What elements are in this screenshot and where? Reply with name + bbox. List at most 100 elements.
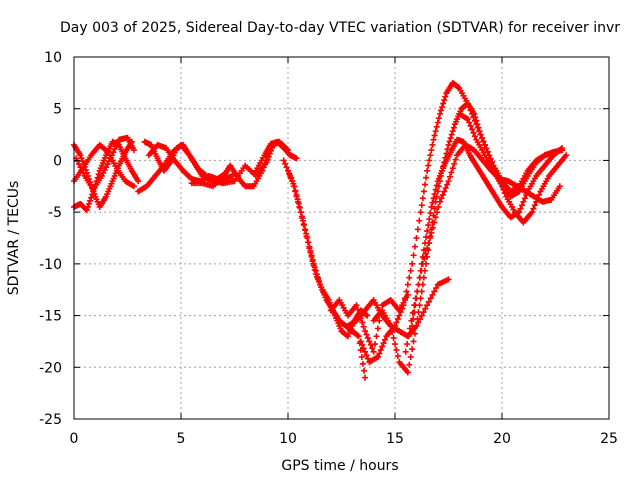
data-point-interp bbox=[429, 199, 436, 206]
data-point bbox=[445, 276, 452, 283]
data-point-interp bbox=[422, 250, 429, 257]
data-point-interp bbox=[306, 243, 313, 250]
data-point-interp bbox=[479, 135, 486, 142]
data-point bbox=[362, 328, 369, 335]
data-point-interp bbox=[450, 124, 457, 131]
data-point-interp bbox=[294, 196, 301, 203]
x-axis: 0 5 10 15 20 25 bbox=[70, 57, 618, 447]
y-tick-label: -15 bbox=[39, 309, 62, 325]
data-point-interp bbox=[473, 117, 480, 124]
data-point-interp bbox=[438, 107, 445, 114]
plot-frame bbox=[73, 56, 610, 420]
data-point bbox=[516, 209, 523, 216]
y-axis: -25 -20 -15 -10 -5 0 5 10 bbox=[39, 50, 609, 428]
data-point-interp bbox=[421, 255, 428, 262]
data-point-interp bbox=[433, 182, 440, 189]
data-point bbox=[400, 302, 407, 309]
data-point-interp bbox=[416, 274, 423, 281]
data-point-interp bbox=[441, 97, 448, 104]
data-point-interp bbox=[389, 328, 396, 335]
data-point-interp bbox=[431, 132, 438, 139]
data-point-interp bbox=[360, 345, 367, 352]
data-point-interp bbox=[393, 319, 400, 326]
data-point-interp bbox=[362, 348, 369, 355]
data-point-interp bbox=[407, 353, 414, 360]
data-point-interp bbox=[476, 128, 483, 135]
data-point-interp bbox=[292, 187, 299, 194]
data-point-interp bbox=[484, 148, 491, 155]
data-point bbox=[310, 260, 317, 267]
data-point-interp bbox=[359, 341, 366, 348]
data-point-interp bbox=[369, 345, 376, 352]
data-point-interp bbox=[376, 317, 383, 324]
data-point-interp bbox=[451, 160, 458, 167]
data-point-interp bbox=[427, 210, 434, 217]
data-point-interp bbox=[308, 252, 315, 259]
data-point-interp bbox=[433, 284, 440, 291]
data-point-interp bbox=[469, 126, 476, 133]
data-point bbox=[411, 302, 418, 309]
data-point bbox=[374, 353, 381, 360]
data-point-interp bbox=[411, 330, 418, 337]
data-point-interp bbox=[412, 295, 419, 302]
data-point-interp bbox=[446, 173, 453, 180]
data-point bbox=[404, 369, 411, 376]
data-point-interp bbox=[447, 135, 454, 142]
data-point-interp bbox=[359, 360, 366, 367]
data-point bbox=[428, 229, 435, 236]
data-point bbox=[409, 260, 416, 267]
data-point-interp bbox=[359, 319, 366, 326]
data-point-interp bbox=[418, 312, 425, 319]
data-point-interp bbox=[390, 334, 397, 341]
data-point-interp bbox=[426, 157, 433, 164]
data-point-interp bbox=[413, 235, 420, 241]
data-point-interp bbox=[382, 336, 389, 343]
data-point-interp bbox=[84, 203, 91, 210]
data-point bbox=[263, 159, 270, 166]
data-point-interp bbox=[404, 341, 411, 348]
data-point-interp bbox=[424, 245, 431, 252]
data-point-interp bbox=[303, 230, 310, 237]
data-point-interp bbox=[364, 334, 371, 341]
data-point-interp bbox=[416, 217, 423, 224]
data-point-interp bbox=[480, 138, 487, 145]
data-point-interp bbox=[393, 347, 400, 354]
data-point-interp bbox=[295, 200, 302, 207]
y-tick-label: 10 bbox=[44, 50, 62, 66]
data-point bbox=[528, 209, 535, 216]
data-point-interp bbox=[435, 115, 442, 122]
data-point-interp bbox=[363, 352, 370, 359]
data-point-interp bbox=[467, 122, 474, 129]
data-point-interp bbox=[530, 205, 537, 212]
data-point-interp bbox=[433, 123, 440, 130]
data-point-interp bbox=[301, 222, 308, 229]
data-point-interp bbox=[401, 295, 408, 302]
data-point-interp bbox=[363, 331, 370, 338]
y-tick-label: 5 bbox=[53, 102, 62, 118]
data-point-interp bbox=[444, 146, 451, 153]
data-point-interp bbox=[423, 174, 430, 181]
data-point-interp bbox=[420, 188, 427, 195]
data-point-interp bbox=[435, 203, 442, 210]
data-point bbox=[355, 333, 362, 340]
data-point-interp bbox=[517, 205, 524, 212]
data-point-interp bbox=[305, 239, 312, 246]
data-point bbox=[436, 198, 443, 205]
data-point bbox=[424, 167, 431, 174]
data-point bbox=[280, 157, 287, 164]
data-point-interp bbox=[111, 146, 118, 153]
data-point-interp bbox=[410, 252, 417, 259]
data-point-interp bbox=[309, 256, 316, 263]
data-point-interp bbox=[432, 186, 439, 193]
data-point-interp bbox=[431, 288, 438, 295]
data-point-interp bbox=[406, 325, 413, 332]
data-point-interp bbox=[95, 171, 102, 178]
data-point-interp bbox=[316, 278, 323, 285]
data-point-interp bbox=[372, 341, 379, 348]
data-point-interp bbox=[434, 209, 441, 216]
x-tick-label: 20 bbox=[493, 431, 511, 447]
data-point-interp bbox=[405, 333, 412, 340]
data-point-interp bbox=[114, 139, 121, 146]
data-point-interp bbox=[403, 288, 410, 295]
y-axis-title: SDTVAR / TECUs bbox=[6, 181, 22, 296]
